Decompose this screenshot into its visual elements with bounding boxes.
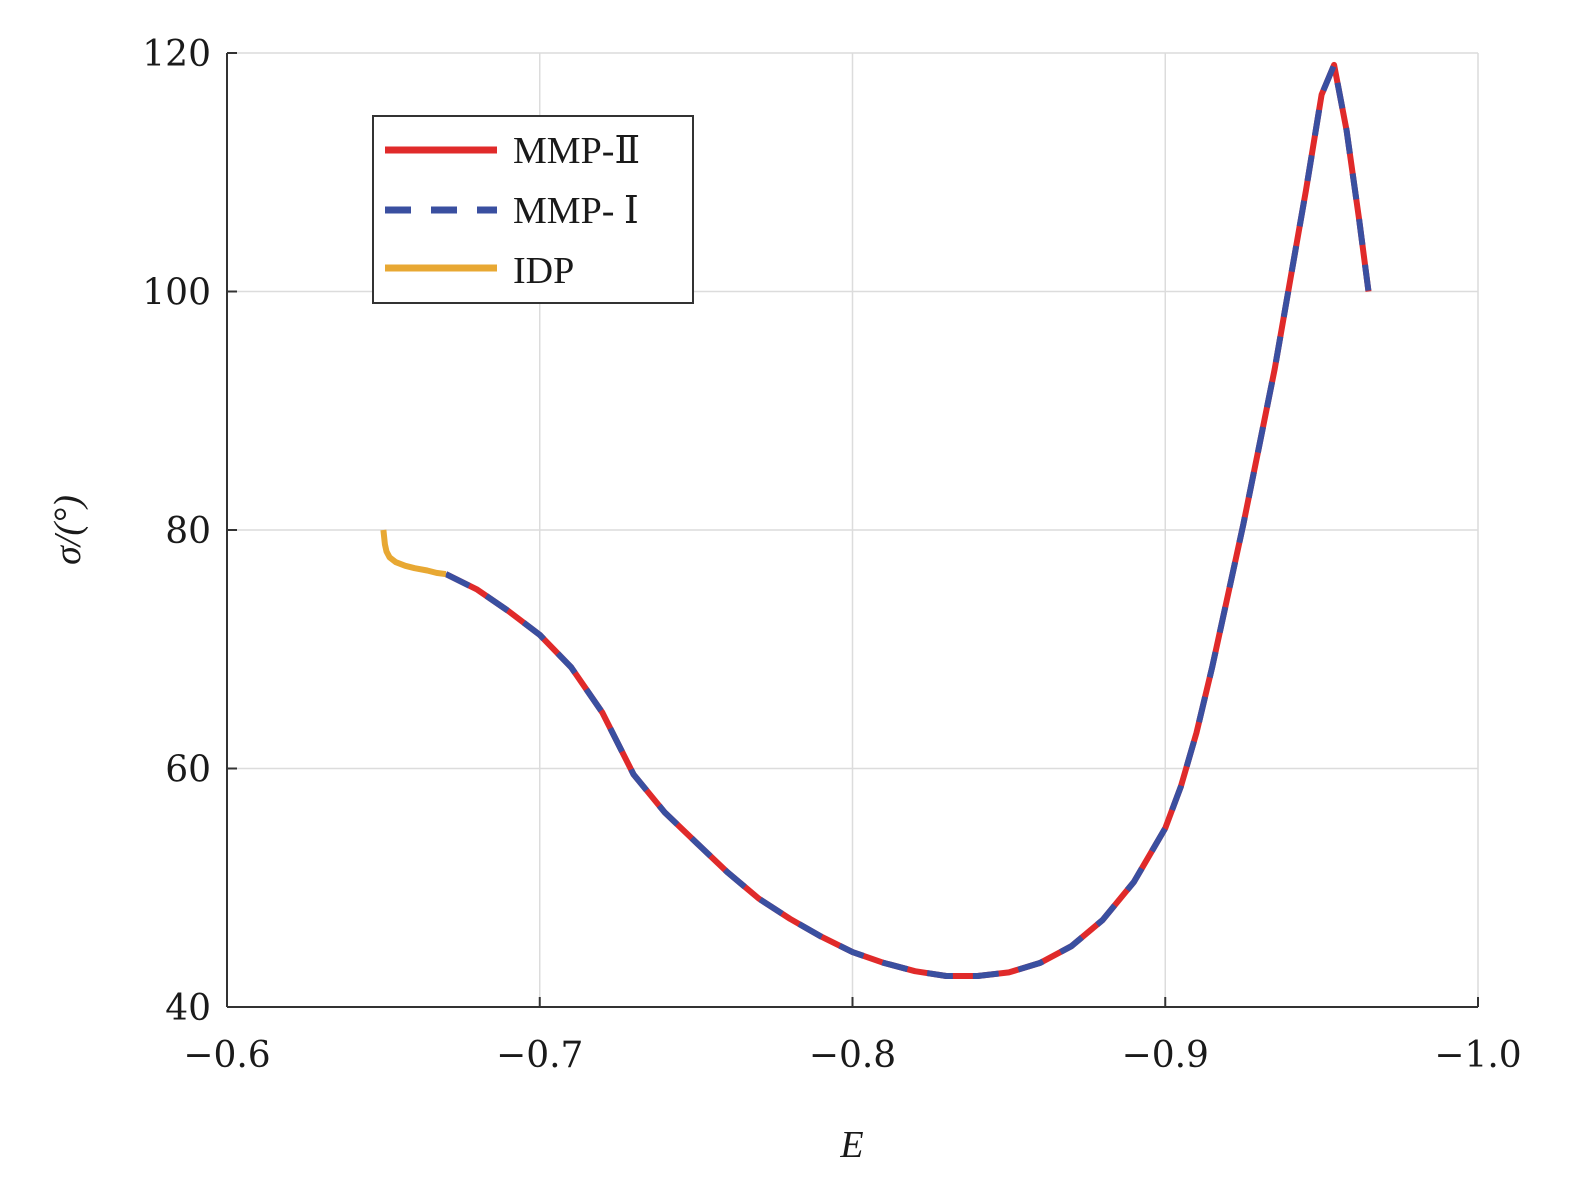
series-lines — [380, 61, 1372, 979]
y-axis-ticks: 40 60 80 100 120 — [142, 34, 237, 1029]
y-tick-label: 60 — [165, 750, 211, 791]
legend-label-mmp-i: MMP- Ⅰ — [513, 190, 639, 232]
y-tick-label: 80 — [165, 511, 211, 552]
legend-label-idp: IDP — [513, 250, 574, 292]
legend-label-mmp-ii: MMP-Ⅱ — [513, 130, 640, 172]
y-tick-label: 100 — [142, 273, 211, 314]
x-tick-label: −0.6 — [183, 1035, 270, 1076]
x-tick-label: −0.8 — [809, 1035, 896, 1076]
y-tick-label: 40 — [165, 988, 211, 1029]
y-axis-label: σ/(°) — [47, 495, 89, 565]
x-tick-label: −1.0 — [1434, 1035, 1521, 1076]
series-line-idp — [380, 529, 447, 578]
series-line-mmp-i — [444, 61, 1372, 979]
x-tick-label: −0.7 — [496, 1035, 583, 1076]
x-axis-label: E — [839, 1124, 863, 1166]
x-tick-label: −0.9 — [1122, 1035, 1209, 1076]
y-tick-label: 120 — [142, 34, 211, 75]
legend: MMP-Ⅱ MMP- Ⅰ IDP — [372, 115, 694, 304]
x-axis-ticks: −0.6 −0.7 −0.8 −0.9 −1.0 — [183, 997, 1522, 1076]
